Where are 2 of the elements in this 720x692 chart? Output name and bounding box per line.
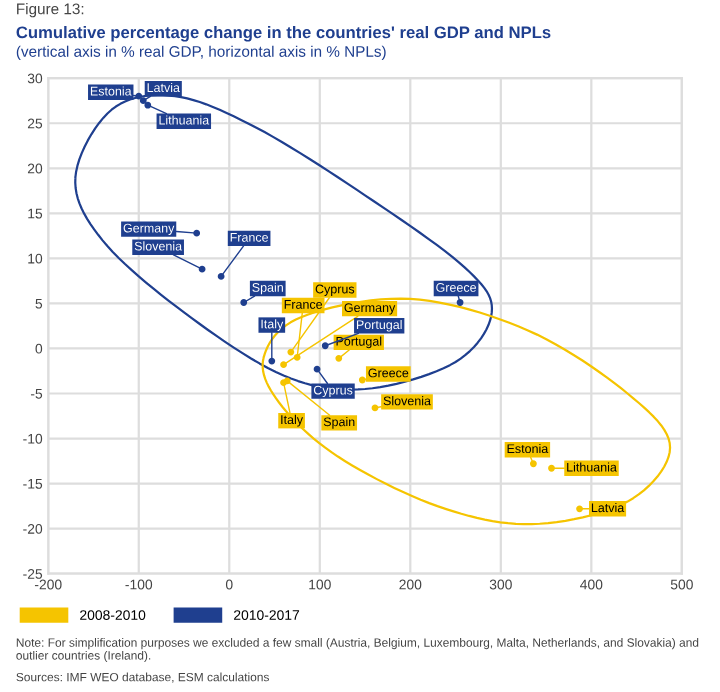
point — [139, 97, 147, 105]
chart-title: Cumulative percentage change in the countries' real GDP and NPLs — [16, 25, 551, 42]
